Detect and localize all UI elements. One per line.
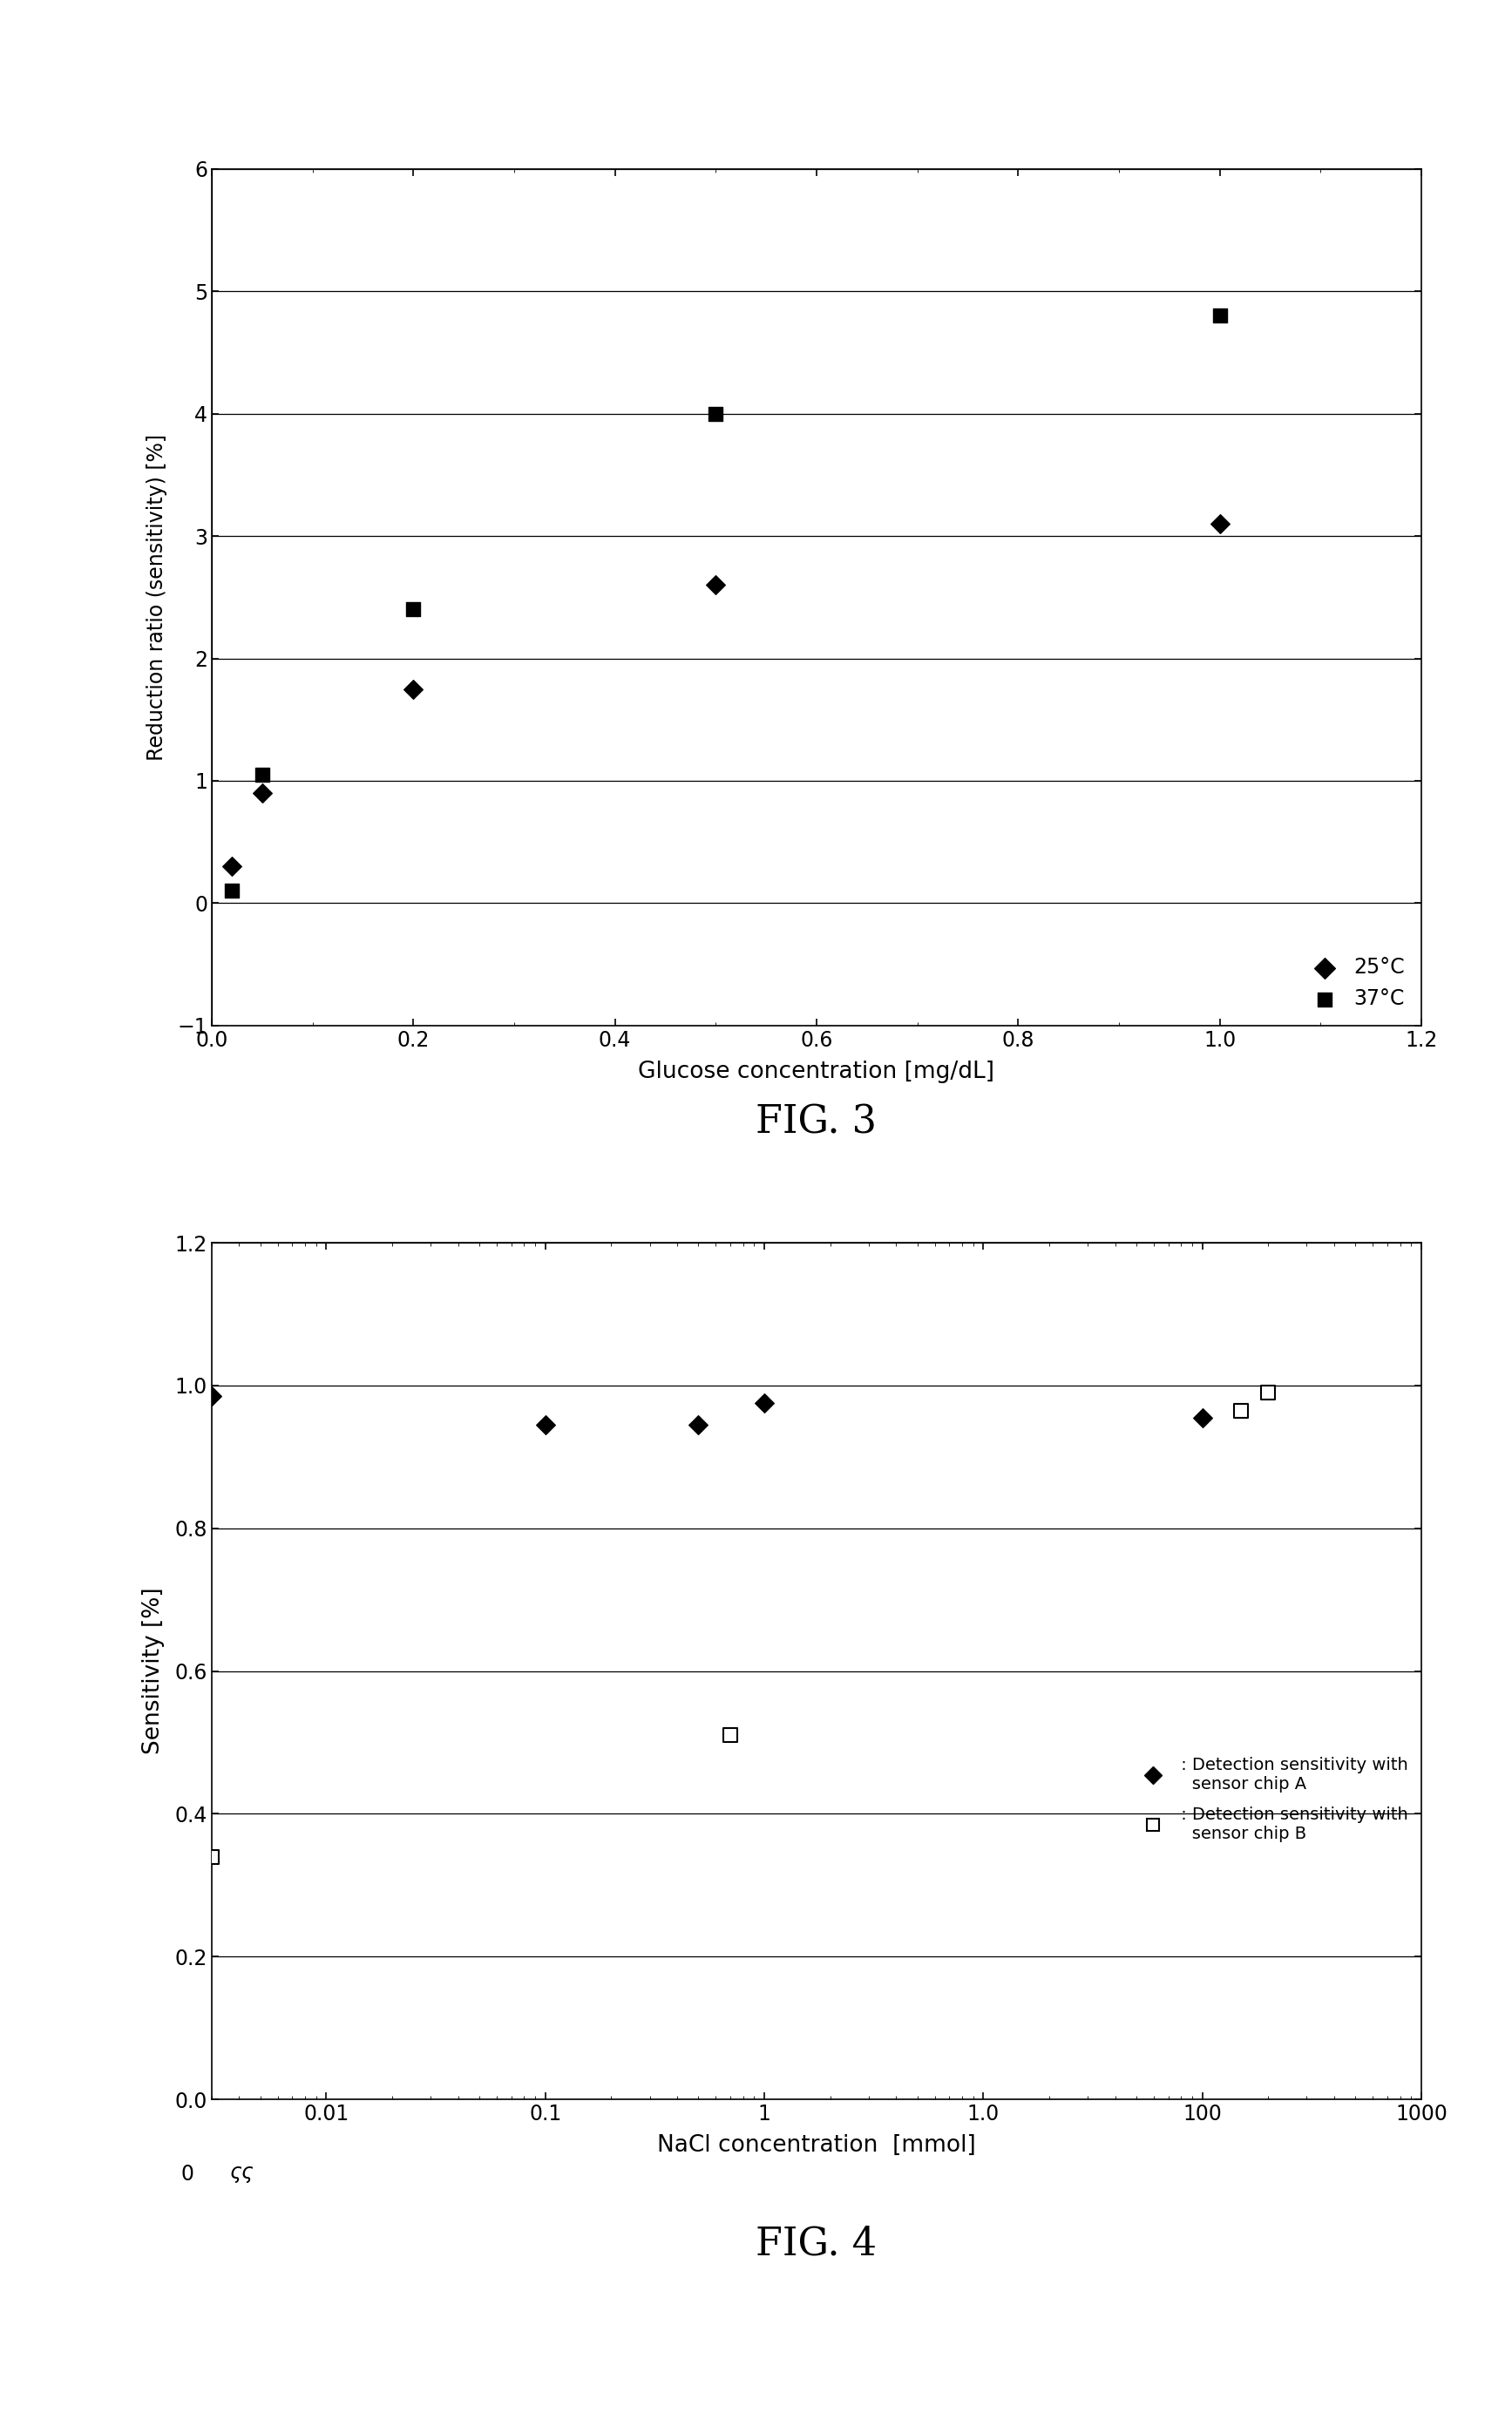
Point <box>751 1385 776 1424</box>
Y-axis label: Sensitivity [%]: Sensitivity [%] <box>142 1588 165 1754</box>
Point <box>1229 1392 1253 1431</box>
25°C <box>249 775 274 813</box>
37°C <box>1208 297 1232 335</box>
25°C <box>219 847 243 886</box>
25°C <box>703 565 727 603</box>
25°C <box>1208 504 1232 543</box>
37°C <box>219 871 243 910</box>
37°C <box>703 393 727 432</box>
X-axis label: NaCl concentration  [mmol]: NaCl concentration [mmol] <box>658 2133 975 2157</box>
Point <box>200 1378 224 1416</box>
Point <box>1256 1373 1281 1412</box>
37°C <box>249 755 274 794</box>
X-axis label: Glucose concentration [mg/dL]: Glucose concentration [mg/dL] <box>638 1059 995 1083</box>
Legend: 25°C, 37°C: 25°C, 37°C <box>1299 951 1411 1016</box>
37°C <box>401 591 425 630</box>
Point <box>718 1716 742 1754</box>
Text: 0: 0 <box>181 2164 194 2184</box>
Text: $\varsigma\varsigma$: $\varsigma\varsigma$ <box>230 2164 254 2184</box>
Point <box>200 1836 224 1875</box>
25°C <box>401 671 425 709</box>
Text: FIG. 3: FIG. 3 <box>756 1103 877 1141</box>
Point <box>534 1404 558 1443</box>
Point <box>686 1404 711 1443</box>
Y-axis label: Reduction ratio (sensitivity) [%]: Reduction ratio (sensitivity) [%] <box>147 434 168 760</box>
Legend:  : Detection sensitivity with
   sensor chip A,  : Detection sensitivity with
  : : Detection sensitivity with sensor chip… <box>1131 1752 1412 1846</box>
Point <box>1190 1397 1214 1436</box>
Text: FIG. 4: FIG. 4 <box>756 2225 877 2263</box>
